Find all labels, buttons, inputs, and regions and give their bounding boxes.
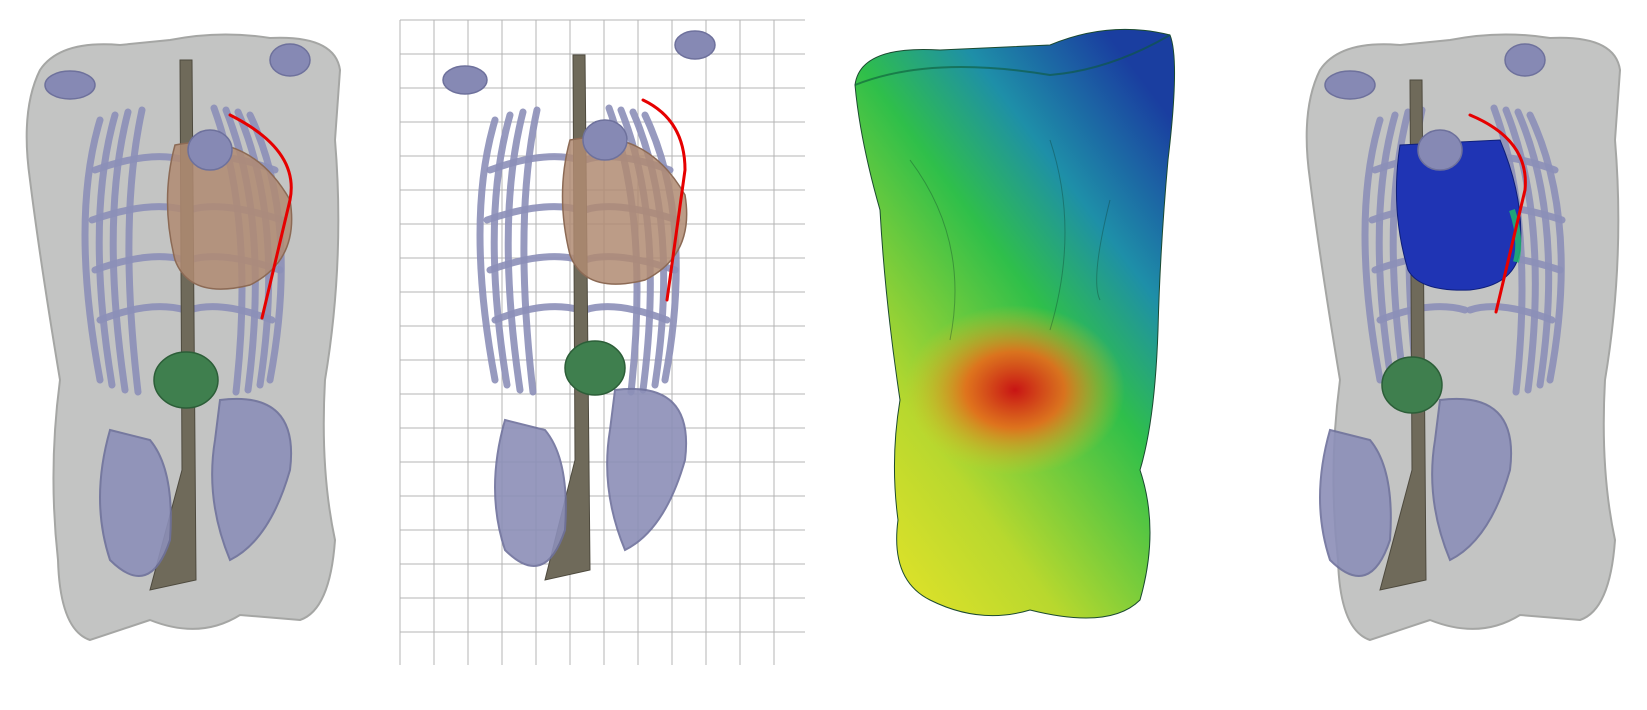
panel-segmented-anatomy xyxy=(0,0,370,710)
pelvis-right xyxy=(211,397,293,562)
pelvis-right xyxy=(606,387,688,552)
heart-potential-edge xyxy=(1509,209,1522,263)
torso-render-1 xyxy=(25,33,342,642)
panel-torso-potential-field xyxy=(850,0,1230,710)
mesh-grid xyxy=(399,19,805,665)
heart-chamber xyxy=(1417,129,1463,171)
clavicle-left xyxy=(442,65,488,95)
field-render xyxy=(854,28,1176,619)
stomach-organ xyxy=(564,340,626,396)
surface-shading xyxy=(909,139,1111,341)
torso-top-rim xyxy=(854,34,1171,86)
heart-chamber xyxy=(582,119,628,161)
stomach-organ xyxy=(153,351,219,409)
catheter-wire xyxy=(1468,113,1527,314)
pelvis-left xyxy=(1319,428,1392,577)
pelvis-left xyxy=(494,418,567,567)
stomach-organ xyxy=(1381,356,1443,414)
potential-hotspot xyxy=(905,305,1125,475)
heart xyxy=(166,141,293,290)
pelvis-left xyxy=(99,428,172,577)
clavicle-right xyxy=(269,43,311,77)
pelvis-right xyxy=(1431,397,1513,562)
mesh-render xyxy=(399,19,805,665)
clavicle-left xyxy=(44,70,96,100)
clavicle-left xyxy=(1324,70,1376,100)
panel-anatomy-heart-potential xyxy=(1290,0,1647,710)
catheter-wire xyxy=(228,113,293,320)
clavicle-right xyxy=(674,30,716,60)
heart-chamber xyxy=(187,129,233,171)
panel-anatomy-with-mesh-grid xyxy=(395,0,835,710)
torso-render-4 xyxy=(1305,33,1622,642)
heart-potential xyxy=(1395,139,1522,291)
catheter-wire xyxy=(641,98,687,302)
heart xyxy=(561,136,688,285)
clavicle-right xyxy=(1504,43,1546,77)
